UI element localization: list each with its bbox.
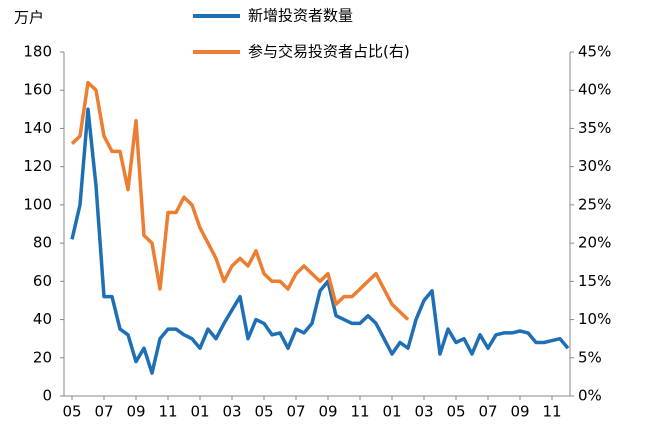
y2-tick-label: 5% — [578, 348, 602, 366]
y2-tick-label: 10% — [578, 310, 611, 328]
y2-tick-label: 30% — [578, 157, 611, 175]
legend-label: 参与交易投资者占比(右) — [248, 43, 410, 61]
series-line — [70, 80, 410, 321]
y-tick-label: 160 — [23, 81, 52, 99]
y2-tick-label: 40% — [578, 81, 611, 99]
x-tick-label: 05 — [62, 403, 81, 421]
y-axis-label: 万户 — [14, 9, 44, 27]
y-tick-label: 100 — [23, 195, 52, 213]
x-tick-label: 09 — [126, 403, 145, 421]
series-line — [70, 107, 570, 375]
y2-tick-label: 15% — [578, 272, 611, 290]
y-tick-label: 120 — [23, 157, 52, 175]
y-tick-label: 0 — [42, 387, 52, 405]
legend-label: 新增投资者数量 — [248, 7, 353, 25]
x-tick-label: 09 — [318, 403, 337, 421]
x-tick-label: 11 — [158, 403, 177, 421]
y-tick-label: 60 — [33, 272, 52, 290]
y2-tick-label: 45% — [578, 43, 611, 61]
x-tick-label: 11 — [350, 403, 369, 421]
x-tick-label: 11 — [542, 403, 561, 421]
x-tick-label: 07 — [286, 403, 305, 421]
y-tick-label: 80 — [33, 234, 52, 252]
y-tick-label: 180 — [23, 43, 52, 61]
y-tick-label: 40 — [33, 310, 52, 328]
y2-tick-label: 25% — [578, 195, 611, 213]
x-tick-label: 07 — [478, 403, 497, 421]
y2-tick-label: 35% — [578, 119, 611, 137]
y2-tick-label: 0% — [578, 387, 602, 405]
x-tick-label: 03 — [222, 403, 241, 421]
x-tick-label: 01 — [382, 403, 401, 421]
y-tick-label: 20 — [33, 348, 52, 366]
x-tick-label: 05 — [254, 403, 273, 421]
y-tick-label: 140 — [23, 119, 52, 137]
x-tick-label: 05 — [446, 403, 465, 421]
y2-tick-label: 20% — [578, 234, 611, 252]
x-tick-label: 09 — [510, 403, 529, 421]
x-tick-label: 03 — [414, 403, 433, 421]
x-tick-label: 01 — [190, 403, 209, 421]
x-tick-label: 07 — [94, 403, 113, 421]
